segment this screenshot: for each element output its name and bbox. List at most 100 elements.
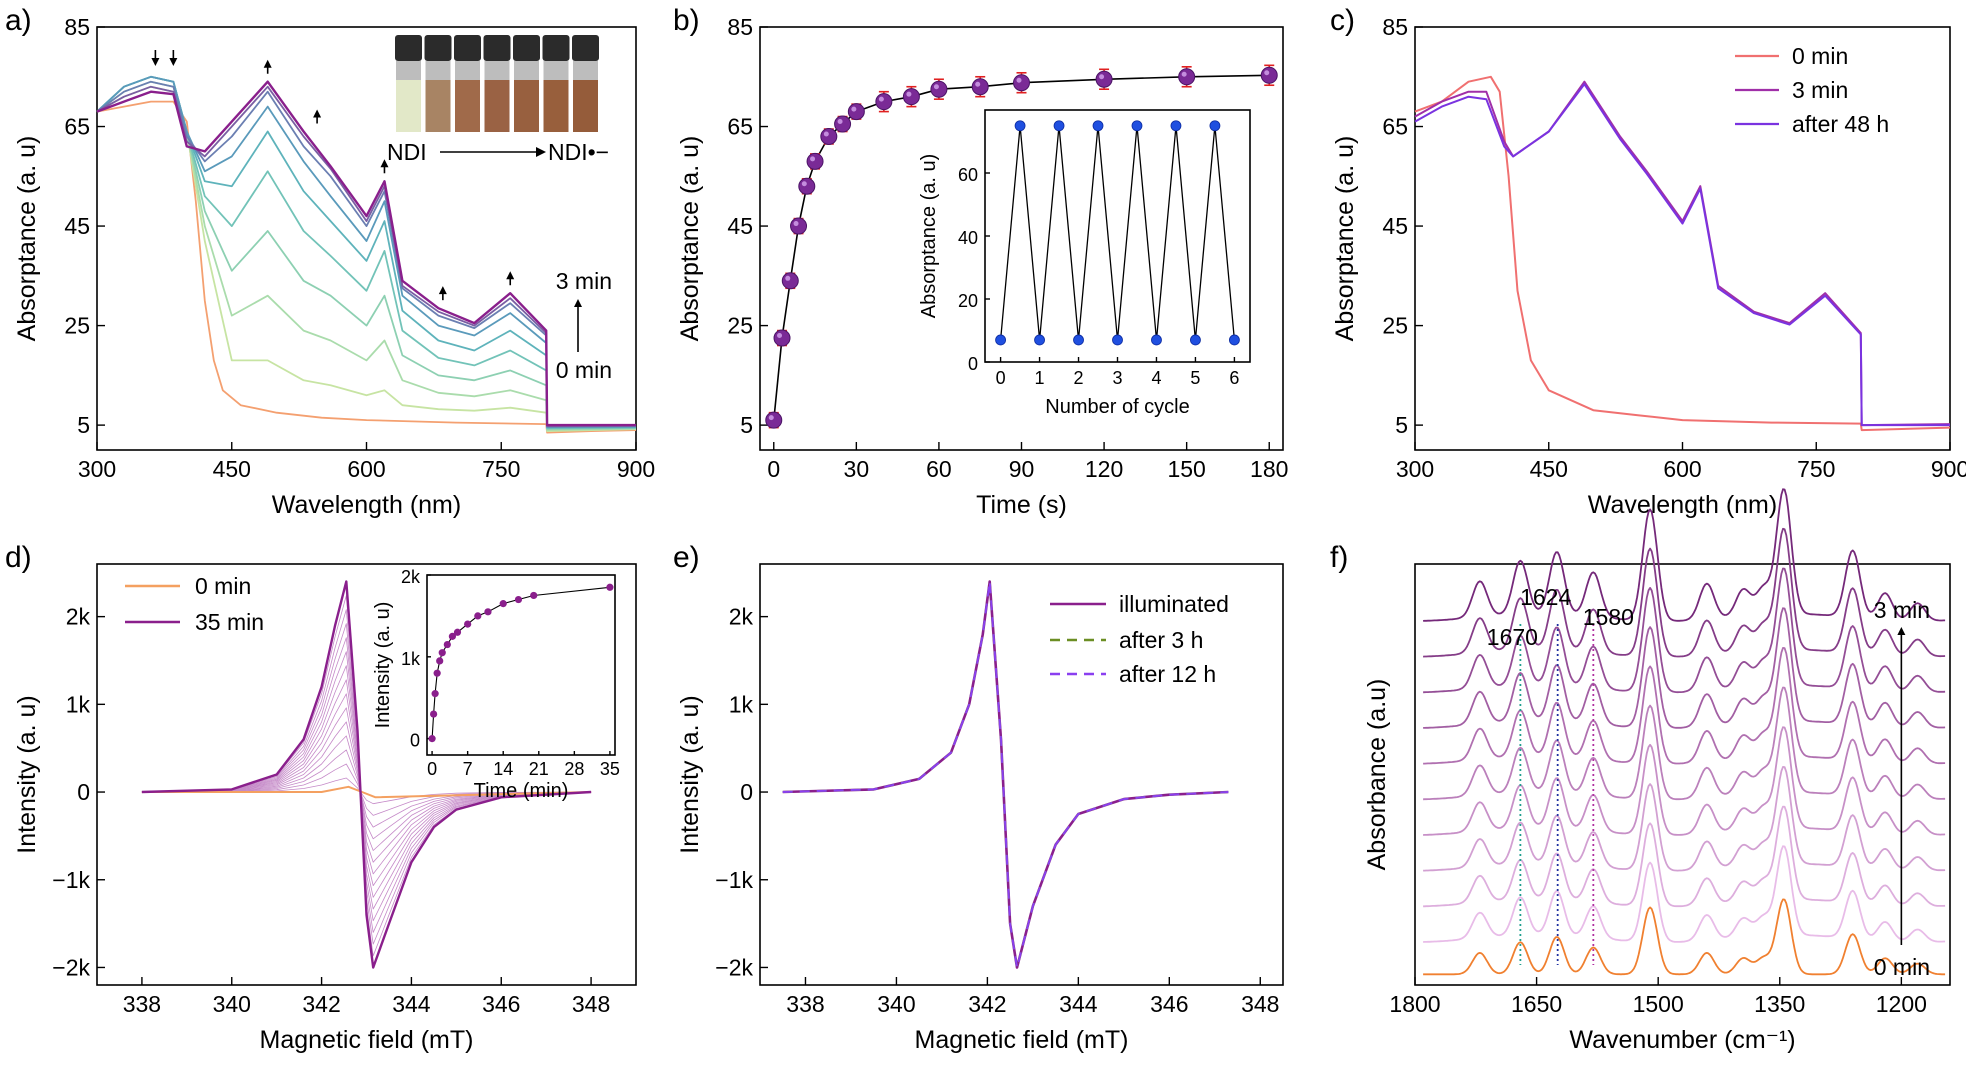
- x-tick-label: 340: [877, 991, 915, 1017]
- inset-data-point: [1112, 334, 1123, 346]
- x-tick-label: 344: [392, 991, 431, 1017]
- spectrum-line: [96, 85, 637, 428]
- legend-label: 3 min: [1792, 77, 1848, 103]
- data-point-highlight: [1264, 70, 1270, 76]
- x-tick-label: 120: [1085, 456, 1123, 482]
- inset-data-point: [606, 583, 614, 591]
- vial-liquid: [543, 80, 569, 132]
- x-tick-label: 90: [1009, 456, 1035, 482]
- inset-data-point: [1229, 334, 1240, 346]
- data-point: [847, 103, 865, 121]
- y-tick-label: 25: [1382, 313, 1408, 339]
- time-end-label: 3 min: [1874, 597, 1930, 623]
- y-tick-label: 60: [958, 165, 978, 185]
- y-tick-label: 40: [958, 228, 978, 248]
- data-point-highlight: [933, 84, 939, 90]
- data-point-highlight: [975, 81, 981, 87]
- x-tick-label: 338: [123, 991, 161, 1017]
- y-tick-label: −1k: [52, 867, 90, 893]
- vial-neck: [425, 61, 451, 80]
- vial-neck: [455, 61, 480, 80]
- y-axis-title: Absorptance (a. u): [918, 154, 940, 319]
- inset-data-point: [438, 649, 446, 657]
- y-tick-label: 5: [740, 412, 753, 438]
- vial-liquid: [396, 80, 421, 132]
- data-point-highlight: [801, 181, 807, 187]
- vial-neck: [543, 61, 569, 80]
- x-tick-label: 1800: [1389, 991, 1440, 1017]
- data-point: [1178, 68, 1196, 86]
- vial-neck: [514, 61, 539, 80]
- x-tick-label: 900: [617, 456, 655, 482]
- plot-frame: [1414, 26, 1951, 451]
- x-tick-label: 344: [1059, 991, 1098, 1017]
- increase-arrow-head: [380, 159, 389, 168]
- increase-arrow-head: [506, 271, 515, 280]
- data-point: [790, 217, 808, 235]
- x-tick-label: 342: [302, 991, 340, 1017]
- inset-data-point: [1131, 120, 1143, 132]
- data-point-highlight: [777, 333, 783, 339]
- inset-data-point: [1170, 120, 1182, 132]
- inset-data-point: [995, 334, 1006, 346]
- spectrum-line: [1414, 83, 1950, 427]
- spectrum-line: [96, 80, 637, 428]
- increase-arrow-head: [263, 59, 272, 68]
- legend-label: 0 min: [195, 573, 251, 599]
- y-tick-label: −2k: [52, 954, 90, 980]
- y-axis-title: Absorbance (a.u): [1363, 679, 1391, 871]
- x-axis-title: Wavelength (nm): [272, 491, 461, 519]
- panel-d: d) 338 340 342 344 346 348 2k 1k 0 −1k −2k Magnetic …: [5, 541, 637, 1054]
- vial-cap: [424, 35, 452, 61]
- y-tick-label: 2k: [401, 567, 421, 587]
- x-tick-label: 2: [1074, 368, 1084, 388]
- x-tick-label: 750: [482, 456, 520, 482]
- x-axis-title: Magnetic field (mT): [915, 1026, 1129, 1054]
- inset-data-point: [431, 690, 439, 698]
- x-tick-label: 4: [1151, 368, 1161, 388]
- data-point-highlight: [793, 221, 799, 227]
- spectrum-line: [1423, 527, 1946, 658]
- x-tick-label: 300: [78, 456, 116, 482]
- inset-data-point: [1034, 334, 1045, 346]
- x-tick-label: 1: [1035, 368, 1045, 388]
- vial-cap: [542, 35, 570, 61]
- y-tick-label: 45: [1382, 213, 1408, 239]
- x-tick-label: 0: [427, 759, 437, 779]
- x-tick-label: 1500: [1633, 991, 1684, 1017]
- y-tick-label: 1k: [729, 691, 754, 717]
- x-tick-label: 348: [572, 991, 610, 1017]
- y-tick-label: 0: [740, 779, 753, 805]
- inset-data-point: [1014, 120, 1026, 132]
- y-tick-label: 25: [727, 313, 753, 339]
- inset-data-point: [484, 608, 492, 616]
- legend-label: after 12 h: [1119, 661, 1216, 687]
- panel-e: e) 338 340 342 344 346 348 2k 1k 0 −1k −2k Magnetic …: [673, 541, 1284, 1054]
- panel-label: e): [673, 541, 700, 574]
- spectrum-line: [1423, 805, 1946, 908]
- plot-frame: [759, 563, 1284, 986]
- spectrum-line: [96, 75, 637, 429]
- peak-label: 1580: [1583, 604, 1634, 630]
- x-tick-label: 600: [1663, 456, 1701, 482]
- data-point: [820, 127, 838, 145]
- inset-data-point: [1092, 120, 1104, 132]
- spectrum-0min-line: [141, 785, 592, 799]
- panel-a: a) 300 450 600 750 900 5 25 45 65 85 Wavelength (nm…: [5, 4, 655, 519]
- x-tick-label: 30: [844, 456, 870, 482]
- data-point-highlight: [1181, 71, 1187, 77]
- y-tick-label: 5: [77, 412, 90, 438]
- ndi-label: NDI: [387, 139, 427, 165]
- x-tick-label: 6: [1229, 368, 1239, 388]
- inset-data-point: [474, 612, 482, 620]
- inset-data-point: [443, 640, 451, 649]
- y-tick-label: 25: [64, 313, 90, 339]
- y-tick-label: 0: [968, 354, 978, 374]
- panel-label: c): [1330, 4, 1355, 37]
- peak-label: 1670: [1487, 624, 1538, 650]
- y-tick-label: 85: [64, 14, 90, 40]
- vial-cap: [572, 35, 599, 61]
- time-start-label: 0 min: [556, 357, 612, 383]
- x-tick-label: 1650: [1511, 991, 1562, 1017]
- data-point-highlight: [823, 131, 829, 137]
